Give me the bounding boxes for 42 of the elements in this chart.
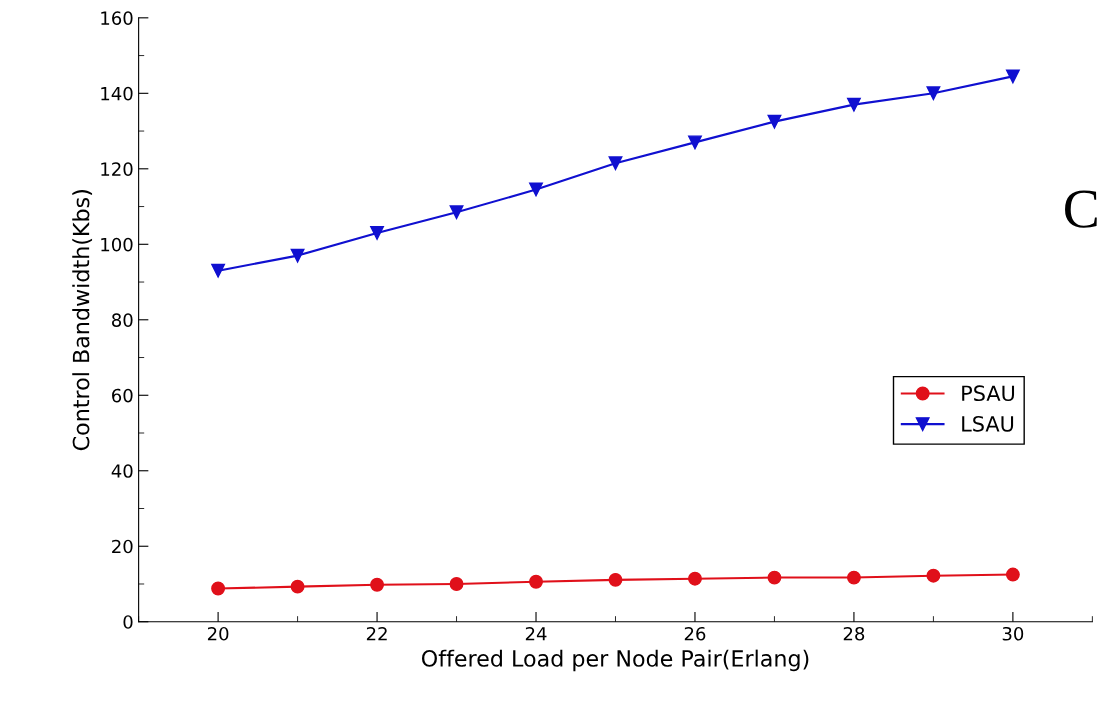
point: [449, 577, 464, 591]
point: [688, 571, 702, 586]
x-tick-label: 28: [843, 626, 865, 641]
y-tick-label: 60: [112, 388, 133, 403]
point: [688, 135, 702, 150]
point: [767, 570, 782, 585]
point: [290, 579, 305, 594]
legend-label: LSAU: [962, 415, 1014, 432]
x-tick-label: 26: [684, 626, 706, 641]
y-tick-label: 140: [101, 86, 133, 101]
point: [370, 577, 385, 592]
y-tick-label: 40: [111, 464, 133, 478]
point: [211, 581, 226, 596]
point: [926, 86, 941, 101]
point: [370, 226, 385, 240]
point: [926, 568, 941, 583]
x-tick-label: 20: [207, 626, 229, 641]
x-axis-title: Offered Load per Node Pair(Erlang): [421, 649, 809, 672]
point: [529, 574, 543, 589]
point: [449, 205, 464, 220]
y-tick-label: 0: [123, 615, 133, 629]
point: [767, 114, 782, 129]
y-tick-label: 20: [112, 539, 133, 554]
annotation: C: [1065, 190, 1097, 228]
y-tick-label: 160: [101, 11, 133, 25]
legend-label: PSAU: [962, 385, 1015, 402]
point: [608, 572, 623, 587]
y-tick-label: 120: [101, 162, 133, 176]
point: [290, 248, 305, 263]
point: [1005, 69, 1020, 84]
y-tick-label: 80: [112, 313, 133, 327]
x-tick-label: 24: [525, 626, 547, 641]
x-tick-label: 22: [366, 626, 387, 641]
x-tick-label: 30: [1002, 626, 1024, 641]
y-axis-title: Control Bandwidth(Kbs): [72, 190, 93, 451]
point: [846, 570, 861, 585]
point: [1005, 567, 1020, 582]
point: [846, 97, 861, 112]
point: [529, 182, 543, 197]
y-tick-label: 100: [101, 237, 133, 252]
point: [211, 263, 226, 278]
point: [608, 156, 623, 171]
